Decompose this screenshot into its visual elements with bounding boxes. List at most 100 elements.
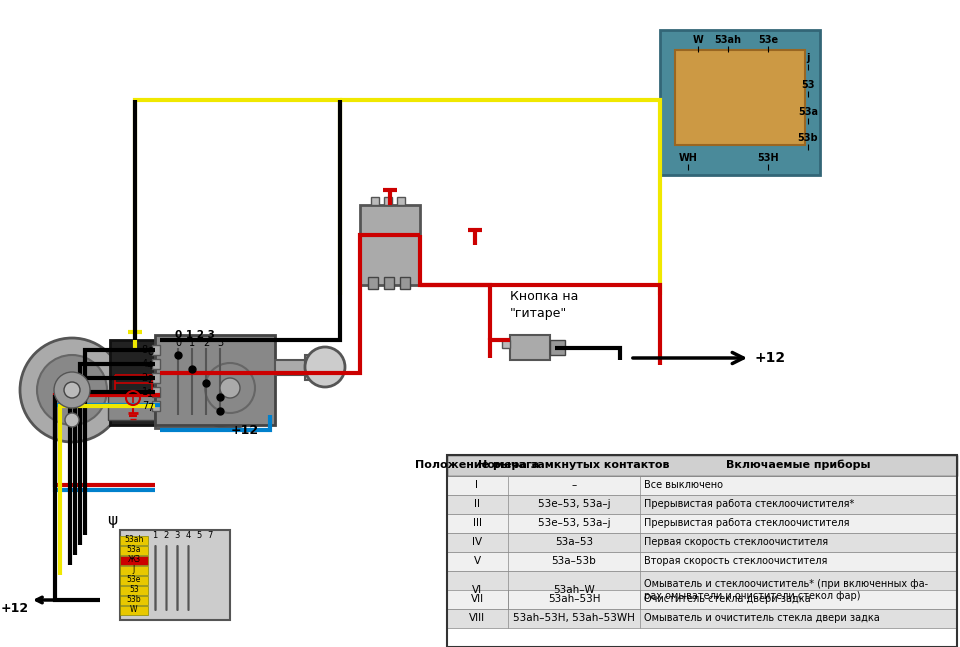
Text: +12: +12 bbox=[231, 424, 259, 437]
Text: Вторая скорость стеклоочистителя: Вторая скорость стеклоочистителя bbox=[644, 556, 828, 566]
Text: Прерывистая работа стеклоочистителя*: Прерывистая работа стеклоочистителя* bbox=[644, 499, 854, 509]
Text: 53a: 53a bbox=[127, 545, 141, 554]
Text: 53H: 53H bbox=[757, 153, 779, 163]
Bar bbox=[397, 197, 405, 205]
Text: 2: 2 bbox=[147, 375, 153, 385]
Bar bbox=[275, 360, 305, 375]
Bar bbox=[120, 606, 148, 615]
Text: 53ah: 53ah bbox=[124, 536, 144, 545]
Bar bbox=[120, 556, 148, 565]
Text: Омыватель и очиститель стекла двери задка: Омыватель и очиститель стекла двери задк… bbox=[644, 613, 879, 623]
Text: 8: 8 bbox=[142, 345, 148, 355]
Text: 3: 3 bbox=[217, 338, 223, 348]
Text: 2: 2 bbox=[142, 373, 148, 383]
Text: 3: 3 bbox=[175, 531, 180, 540]
Text: 53b: 53b bbox=[798, 133, 818, 143]
Bar bbox=[120, 566, 148, 575]
Bar bbox=[120, 576, 148, 585]
Text: IV: IV bbox=[472, 537, 482, 547]
Bar bbox=[110, 340, 160, 425]
Bar bbox=[120, 536, 148, 545]
Text: 53: 53 bbox=[802, 80, 815, 90]
Text: 53е–53, 53а–j: 53е–53, 53а–j bbox=[538, 518, 611, 528]
Text: 53е: 53е bbox=[127, 575, 141, 584]
Text: 1: 1 bbox=[153, 531, 157, 540]
Text: 53ah–53H, 53ah–53WH: 53ah–53H, 53ah–53WH bbox=[513, 613, 635, 623]
Text: W: W bbox=[131, 606, 137, 615]
Bar bbox=[660, 30, 820, 175]
Text: 5: 5 bbox=[197, 531, 202, 540]
Bar bbox=[550, 340, 565, 355]
Bar bbox=[152, 387, 160, 397]
Text: 53a: 53a bbox=[798, 107, 818, 117]
Text: 53: 53 bbox=[130, 586, 139, 595]
Text: 53ah–W: 53ah–W bbox=[553, 585, 595, 595]
Text: 53b: 53b bbox=[127, 595, 141, 604]
Bar bbox=[510, 335, 550, 360]
Text: 53а–53: 53а–53 bbox=[555, 537, 593, 547]
Text: 7: 7 bbox=[147, 403, 153, 413]
Text: Ж3: Ж3 bbox=[128, 556, 140, 564]
Text: ψ: ψ bbox=[107, 512, 117, 527]
Bar bbox=[368, 277, 378, 289]
Bar bbox=[155, 335, 275, 425]
Text: Омыватель и стеклоочиститель* (при включенных фа-
рах омыватели и очистители сте: Омыватель и стеклоочиститель* (при включ… bbox=[644, 579, 928, 601]
Text: Включаемые приборы: Включаемые приборы bbox=[726, 460, 871, 470]
Text: VII: VII bbox=[470, 594, 484, 604]
Text: II: II bbox=[474, 499, 480, 509]
Text: 1: 1 bbox=[142, 387, 148, 397]
Bar bbox=[384, 197, 392, 205]
Text: W: W bbox=[692, 35, 704, 45]
Text: 1: 1 bbox=[147, 389, 153, 399]
Text: Номера замкнутых контактов: Номера замкнутых контактов bbox=[478, 460, 670, 470]
Circle shape bbox=[54, 372, 90, 408]
Bar bbox=[152, 373, 160, 383]
Text: I: I bbox=[475, 480, 478, 490]
Text: Первая скорость стеклоочистителя: Первая скорость стеклоочистителя bbox=[644, 537, 828, 547]
Bar bbox=[447, 590, 957, 609]
Text: WH: WH bbox=[679, 153, 697, 163]
Circle shape bbox=[20, 338, 124, 442]
Text: 7: 7 bbox=[207, 531, 213, 540]
Text: 7: 7 bbox=[142, 401, 148, 411]
Bar bbox=[502, 340, 510, 348]
Bar bbox=[447, 476, 957, 495]
Circle shape bbox=[305, 347, 345, 387]
Bar bbox=[447, 455, 957, 476]
Circle shape bbox=[37, 355, 107, 425]
Bar bbox=[447, 571, 957, 609]
Bar bbox=[447, 514, 957, 533]
Bar bbox=[447, 609, 957, 628]
Text: 53ah–53H: 53ah–53H bbox=[548, 594, 600, 604]
Bar bbox=[152, 359, 160, 369]
Text: 0 1 2 3: 0 1 2 3 bbox=[175, 330, 215, 340]
Circle shape bbox=[65, 413, 79, 427]
Bar bbox=[120, 586, 148, 595]
Text: 2: 2 bbox=[203, 338, 209, 348]
Text: J: J bbox=[132, 565, 135, 575]
Bar bbox=[152, 345, 160, 355]
Bar bbox=[120, 546, 148, 555]
Text: VI: VI bbox=[472, 585, 482, 595]
Bar bbox=[152, 401, 160, 411]
Text: Все выключено: Все выключено bbox=[644, 480, 723, 490]
Text: 2: 2 bbox=[163, 531, 169, 540]
Text: 4: 4 bbox=[147, 361, 153, 371]
Text: VIII: VIII bbox=[468, 613, 485, 623]
Text: 4: 4 bbox=[185, 531, 191, 540]
Text: 53ah: 53ah bbox=[714, 35, 741, 45]
Circle shape bbox=[220, 378, 240, 398]
Text: Прерывистая работа стеклоочистителя: Прерывистая работа стеклоочистителя bbox=[644, 518, 850, 528]
Text: 53e: 53e bbox=[758, 35, 778, 45]
Bar bbox=[447, 495, 957, 514]
Text: Очиститель стекла двери задка: Очиститель стекла двери задка bbox=[644, 594, 810, 604]
Bar bbox=[305, 355, 325, 380]
Text: +12: +12 bbox=[755, 351, 786, 365]
Text: j: j bbox=[806, 53, 809, 63]
Text: –: – bbox=[571, 480, 577, 490]
Bar bbox=[360, 205, 420, 285]
Bar bbox=[155, 348, 230, 428]
Bar bbox=[371, 197, 379, 205]
Circle shape bbox=[205, 363, 255, 413]
Bar bbox=[447, 533, 957, 552]
